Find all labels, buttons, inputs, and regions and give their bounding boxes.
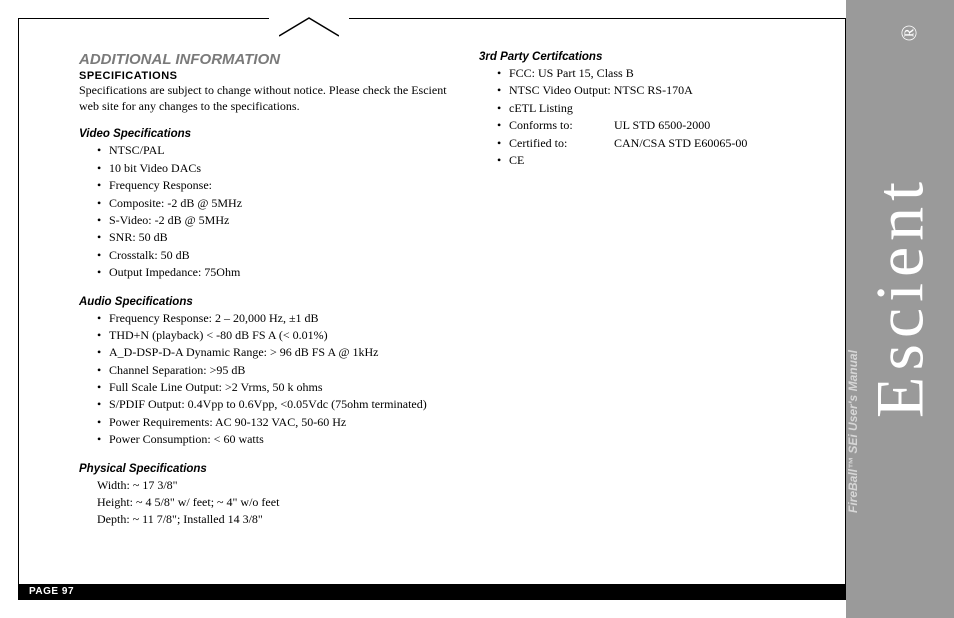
page-frame: ADDITIONAL INFORMATION SPECIFICATIONS Sp… (18, 18, 846, 600)
list-item: Certified to: CAN/CSA STD E60065-00 (497, 135, 849, 152)
physical-specs: Width: ~ 17 3/8" Height: ~ 4 5/8" w/ fee… (97, 477, 449, 529)
top-notch (279, 18, 339, 38)
left-column: ADDITIONAL INFORMATION SPECIFICATIONS Sp… (79, 51, 449, 529)
cert-label: Conforms to: (509, 117, 614, 134)
registered-mark: ® (897, 25, 923, 42)
physical-width: Width: ~ 17 3/8" (97, 477, 449, 494)
cert-text: cETL Listing (509, 101, 573, 115)
physical-height: Height: ~ 4 5/8" w/ feet; ~ 4" w/o feet (97, 494, 449, 511)
list-item: Conforms to: UL STD 6500-2000 (497, 117, 849, 134)
list-item: A_D-DSP-D-A Dynamic Range: > 96 dB FS A … (97, 344, 449, 361)
cert-heading: 3rd Party Certifcations (479, 51, 849, 63)
list-item: Power Consumption: < 60 watts (97, 431, 449, 448)
list-item: SNR: 50 dB (97, 229, 449, 246)
video-spec-list: NTSC/PAL 10 bit Video DACs Frequency Res… (97, 142, 449, 281)
section-title: ADDITIONAL INFORMATION (79, 51, 449, 68)
physical-heading: Physical Specifications (79, 463, 449, 475)
intro-text: Specifications are subject to change wit… (79, 82, 449, 114)
video-heading: Video Specifications (79, 128, 449, 140)
list-item: S/PDIF Output: 0.4Vpp to 0.6Vpp, <0.05Vd… (97, 396, 449, 413)
list-item: Channel Separation: >95 dB (97, 362, 449, 379)
manual-label: FireBall™ SEi User's Manual (846, 350, 860, 513)
list-item: Composite: -2 dB @ 5MHz (97, 195, 449, 212)
right-column: 3rd Party Certifcations FCC: US Part 15,… (479, 51, 849, 529)
page-number: PAGE 97 (29, 586, 74, 597)
specifications-heading: SPECIFICATIONS (79, 70, 449, 82)
list-item: Frequency Response: 2 – 20,000 Hz, ±1 dB (97, 310, 449, 327)
list-item: FCC: US Part 15, Class B (497, 65, 849, 82)
list-item: Power Requirements: AC 90-132 VAC, 50-60… (97, 414, 449, 431)
cert-text: FCC: US Part 15, Class B (509, 66, 634, 80)
cert-label: Certified to: (509, 135, 614, 152)
list-item: NTSC/PAL (97, 142, 449, 159)
cert-text: NTSC Video Output: NTSC RS-170A (509, 83, 693, 97)
list-item: S-Video: -2 dB @ 5MHz (97, 212, 449, 229)
audio-spec-list: Frequency Response: 2 – 20,000 Hz, ±1 dB… (97, 310, 449, 449)
physical-depth: Depth: ~ 11 7/8"; Installed 14 3/8" (97, 511, 449, 528)
cert-list: FCC: US Part 15, Class B NTSC Video Outp… (497, 65, 849, 169)
list-item: CE (497, 152, 849, 169)
list-item: Frequency Response: (97, 177, 449, 194)
brand-logo: Escient (861, 176, 940, 418)
list-item: NTSC Video Output: NTSC RS-170A (497, 82, 849, 99)
list-item: THD+N (playback) < -80 dB FS A (< 0.01%) (97, 327, 449, 344)
sidebar: ® Escient FireBall™ SEi User's Manual (846, 0, 954, 618)
list-item: Full Scale Line Output: >2 Vrms, 50 k oh… (97, 379, 449, 396)
list-item: cETL Listing (497, 100, 849, 117)
cert-value: UL STD 6500-2000 (614, 117, 710, 134)
audio-heading: Audio Specifications (79, 296, 449, 308)
cert-value: CAN/CSA STD E60065-00 (614, 135, 747, 152)
list-item: 10 bit Video DACs (97, 160, 449, 177)
content-area: ADDITIONAL INFORMATION SPECIFICATIONS Sp… (79, 51, 849, 529)
cert-text: CE (509, 153, 524, 167)
list-item: Output Impedance: 75Ohm (97, 264, 449, 281)
list-item: Crosstalk: 50 dB (97, 247, 449, 264)
page-footer: PAGE 97 (19, 584, 845, 599)
